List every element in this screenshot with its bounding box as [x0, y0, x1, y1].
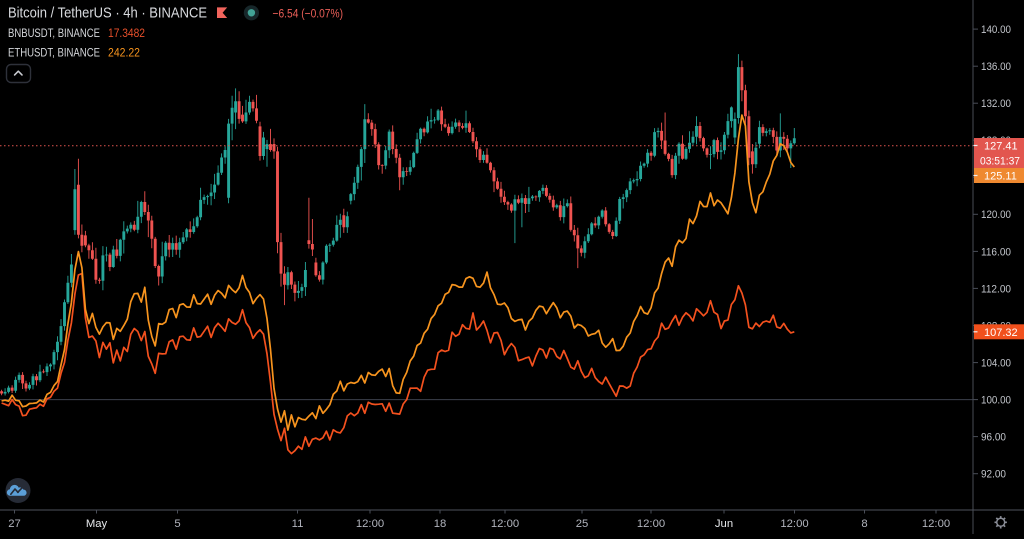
- svg-text:ETHUSDT, BINANCE: ETHUSDT, BINANCE: [8, 46, 100, 60]
- svg-text:12:00: 12:00: [780, 518, 808, 530]
- svg-text:116.00: 116.00: [981, 246, 1011, 258]
- svg-text:May: May: [86, 518, 108, 530]
- svg-text:127.41: 127.41: [984, 141, 1018, 153]
- svg-text:12:00: 12:00: [637, 518, 665, 530]
- svg-text:8: 8: [861, 518, 867, 530]
- svg-text:18: 18: [434, 518, 447, 530]
- svg-text:BNBUSDT, BINANCE: BNBUSDT, BINANCE: [8, 26, 100, 40]
- svg-text:Bitcoin / TetherUS · 4h · BINA: Bitcoin / TetherUS · 4h · BINANCE: [8, 6, 207, 22]
- svg-text:5: 5: [174, 518, 180, 530]
- svg-text:104.00: 104.00: [981, 357, 1011, 369]
- svg-text:120.00: 120.00: [981, 209, 1011, 221]
- svg-text:132.00: 132.00: [981, 98, 1011, 110]
- svg-text:96.00: 96.00: [981, 432, 1006, 444]
- svg-text:100.00: 100.00: [981, 395, 1011, 407]
- svg-text:112.00: 112.00: [981, 283, 1011, 295]
- svg-text:12:00: 12:00: [922, 518, 950, 530]
- svg-text:11: 11: [292, 518, 304, 530]
- svg-text:−6.54 (−0.07%): −6.54 (−0.07%): [273, 6, 344, 20]
- svg-text:12:00: 12:00: [356, 518, 384, 530]
- svg-text:125.11: 125.11: [984, 171, 1017, 183]
- svg-text:27: 27: [8, 518, 21, 530]
- svg-text:12:00: 12:00: [491, 518, 519, 530]
- svg-text:107.32: 107.32: [984, 327, 1018, 339]
- svg-text:25: 25: [576, 518, 589, 530]
- svg-text:242.22: 242.22: [108, 46, 140, 60]
- svg-text:92.00: 92.00: [981, 469, 1006, 481]
- svg-text:140.00: 140.00: [981, 24, 1011, 36]
- svg-text:17.3482: 17.3482: [108, 26, 145, 40]
- svg-text:136.00: 136.00: [981, 61, 1011, 73]
- svg-text:Jun: Jun: [715, 518, 733, 530]
- svg-text:03:51:37: 03:51:37: [980, 155, 1020, 167]
